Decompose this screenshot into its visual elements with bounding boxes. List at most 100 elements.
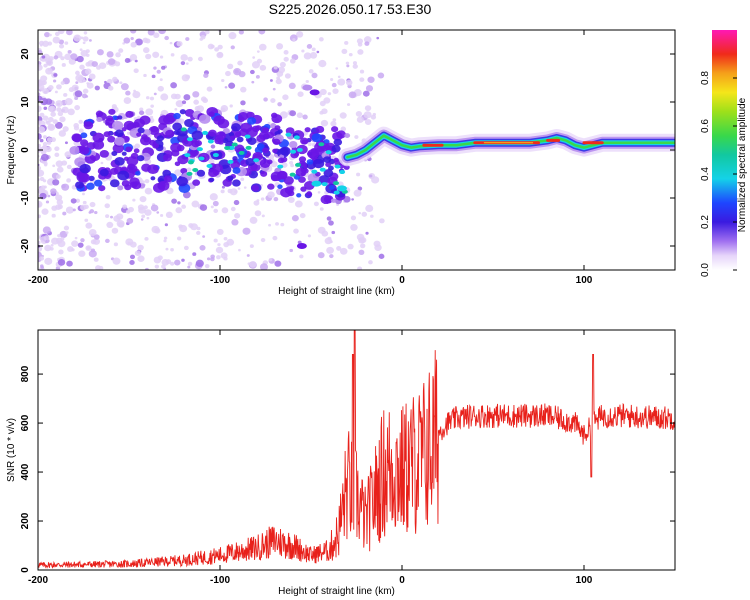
signal-blob	[129, 181, 138, 188]
signal-blob	[157, 180, 170, 191]
noise-blob	[144, 187, 153, 195]
noise-blob	[255, 75, 260, 79]
y-tick-label: 0	[20, 147, 31, 153]
noise-blob	[231, 219, 239, 226]
noise-blob	[206, 86, 213, 92]
noise-blob	[359, 69, 365, 74]
noise-blob	[76, 55, 84, 63]
noise-blob	[170, 248, 174, 252]
noise-blob	[318, 59, 327, 68]
noise-blob	[63, 225, 70, 231]
noise-blob	[78, 119, 83, 124]
noise-blob	[180, 54, 188, 61]
noise-blob	[350, 215, 357, 221]
noise-blob	[356, 233, 365, 241]
noise-blob	[307, 142, 312, 147]
noise-blob	[145, 108, 154, 116]
noise-blob	[243, 186, 247, 189]
signal-blob	[300, 137, 309, 145]
noise-blob	[339, 247, 348, 255]
noise-blob	[308, 69, 314, 74]
noise-blob	[100, 161, 104, 165]
noise-blob	[152, 51, 160, 58]
noise-blob	[204, 30, 210, 35]
noise-blob	[302, 114, 308, 120]
noise-blob	[130, 241, 137, 248]
noise-blob	[40, 145, 48, 153]
noise-blob	[296, 31, 304, 38]
signal-blob	[304, 127, 311, 133]
noise-blob	[258, 30, 266, 35]
noise-blob	[356, 172, 361, 177]
noise-blob	[137, 204, 145, 211]
signal-blob	[229, 135, 236, 141]
noise-blob	[183, 245, 189, 251]
noise-blob	[346, 103, 351, 106]
noise-blob	[367, 76, 375, 84]
noise-blob	[38, 214, 42, 219]
noise-blob	[70, 53, 78, 60]
noise-blob	[268, 258, 273, 262]
noise-blob	[319, 207, 324, 211]
noise-blob	[52, 179, 60, 186]
noise-blob	[355, 111, 363, 117]
noise-blob	[269, 79, 273, 82]
noise-blob	[84, 218, 89, 222]
noise-blob	[376, 36, 380, 40]
noise-blob	[75, 70, 80, 76]
noise-blob	[85, 61, 91, 67]
noise-blob	[149, 96, 155, 101]
x-axis-label: Height of straight line (km)	[278, 286, 395, 297]
noise-blob	[291, 215, 299, 222]
signal-blob	[234, 131, 242, 138]
noise-blob	[330, 78, 334, 81]
signal-blob	[277, 157, 285, 164]
noise-blob	[151, 74, 156, 79]
y-tick-label: 600	[20, 414, 31, 431]
noise-blob	[226, 238, 235, 246]
noise-blob	[337, 75, 341, 79]
noise-blob	[259, 263, 269, 270]
signal-blob	[266, 159, 273, 165]
x-tick-label: -100	[210, 275, 230, 286]
signal-blob	[298, 156, 307, 163]
noise-blob	[181, 258, 185, 262]
noise-blob	[38, 133, 42, 140]
noise-blob	[142, 37, 149, 43]
signal-blob	[251, 184, 260, 192]
signal-blob	[173, 112, 181, 120]
noise-blob	[307, 234, 312, 238]
signal-blob	[125, 110, 134, 118]
noise-blob	[299, 254, 304, 259]
noise-blob	[160, 93, 169, 101]
noise-blob	[154, 228, 161, 234]
noise-blob	[238, 30, 244, 35]
noise-blob	[145, 53, 152, 60]
noise-blob	[213, 238, 218, 243]
hot-blob	[244, 134, 251, 139]
noise-blob	[187, 56, 193, 62]
noise-blob	[170, 261, 175, 266]
noise-blob	[56, 107, 62, 112]
colorbar-tick-label: 0.4	[700, 167, 711, 181]
noise-blob	[357, 42, 363, 47]
noise-blob	[192, 91, 200, 98]
noise-blob	[56, 166, 64, 173]
noise-blob	[324, 237, 333, 245]
noise-blob	[303, 52, 312, 60]
noise-blob	[96, 49, 104, 56]
signal-blob	[105, 115, 114, 122]
noise-blob	[194, 106, 201, 112]
noise-blob	[217, 243, 221, 247]
signal-blob	[174, 161, 181, 167]
signal-blob	[262, 127, 270, 134]
noise-blob	[311, 72, 318, 79]
noise-blob	[38, 240, 41, 245]
noise-blob	[122, 42, 126, 45]
noise-blob	[351, 198, 354, 201]
noise-blob	[356, 38, 364, 44]
noise-blob	[113, 215, 121, 222]
noise-blob	[57, 111, 64, 117]
signal-blob	[232, 179, 241, 187]
noise-blob	[159, 55, 164, 59]
